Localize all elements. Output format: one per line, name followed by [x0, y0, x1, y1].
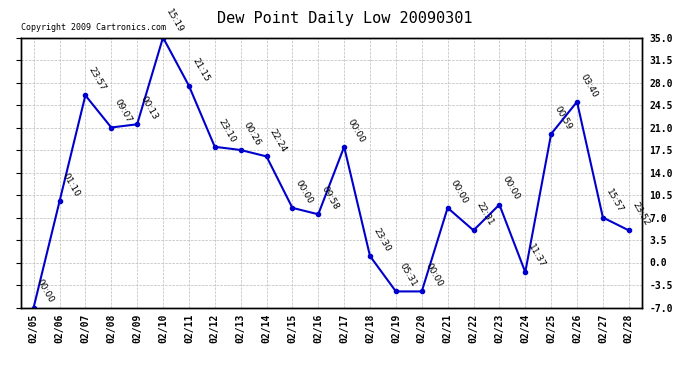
Text: 00:00: 00:00: [449, 178, 470, 205]
Text: 09:58: 09:58: [319, 184, 340, 211]
Text: 00:00: 00:00: [35, 278, 56, 305]
Text: 00:00: 00:00: [501, 175, 522, 202]
Text: Copyright 2009 Cartronics.com: Copyright 2009 Cartronics.com: [21, 23, 166, 32]
Text: 00:26: 00:26: [242, 120, 263, 147]
Text: 23:57: 23:57: [87, 66, 108, 93]
Text: 01:10: 01:10: [61, 172, 81, 199]
Text: 00:59: 00:59: [553, 104, 573, 131]
Text: 03:40: 03:40: [578, 72, 599, 99]
Text: 21:15: 21:15: [190, 56, 211, 83]
Text: 11:37: 11:37: [526, 243, 547, 269]
Text: 15:19: 15:19: [164, 8, 185, 35]
Text: 09:07: 09:07: [112, 98, 133, 125]
Text: 23:30: 23:30: [371, 226, 392, 253]
Text: Dew Point Daily Low 20090301: Dew Point Daily Low 20090301: [217, 11, 473, 26]
Text: 22:24: 22:24: [268, 127, 288, 154]
Text: 22:31: 22:31: [475, 201, 495, 228]
Text: 00:13: 00:13: [139, 94, 159, 122]
Text: 05:31: 05:31: [397, 262, 418, 289]
Text: 15:57: 15:57: [604, 188, 625, 215]
Text: 00:00: 00:00: [423, 262, 444, 289]
Text: 23:52: 23:52: [630, 201, 651, 228]
Text: 00:00: 00:00: [346, 117, 366, 144]
Text: 00:00: 00:00: [294, 178, 315, 205]
Text: 23:10: 23:10: [216, 117, 237, 144]
